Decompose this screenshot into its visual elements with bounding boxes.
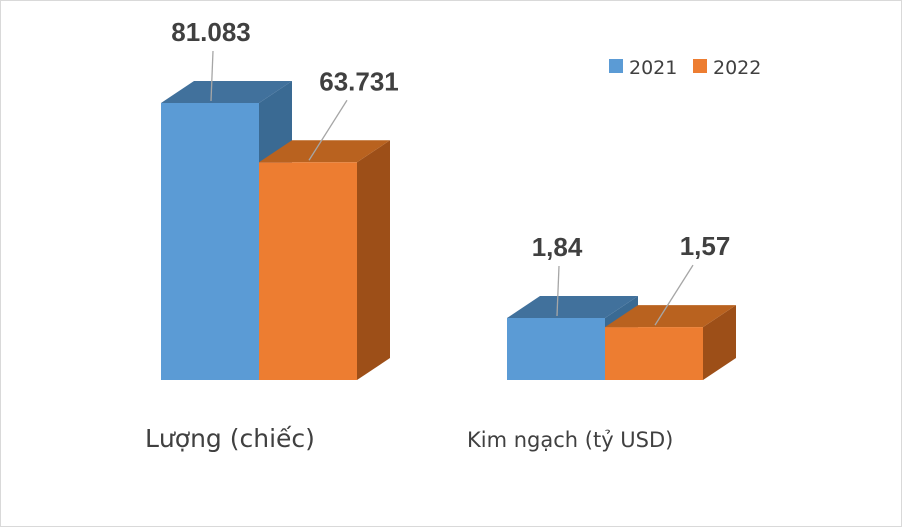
leader-line-2022-cat1 — [654, 264, 694, 326]
leader-lines-group — [210, 50, 694, 326]
bar-2022-cat0-side — [357, 140, 390, 380]
bar-2021-cat0 — [161, 103, 259, 380]
legend-label-2021: 2021 — [629, 57, 677, 79]
bar-2022-cat0-top — [259, 140, 390, 163]
bar-2022-cat1 — [605, 327, 703, 380]
value-label-2022-cat0: 63.731 — [319, 66, 399, 96]
category-label-luong: Lượng (chiếc) — [145, 424, 315, 453]
value-labels-group: 81.083 63.731 1,84 1,57 — [171, 17, 730, 262]
bar-2021-cat0-top — [161, 81, 292, 103]
value-label-2021-cat0: 81.083 — [171, 17, 251, 47]
leader-line-2021-cat0 — [210, 50, 214, 102]
legend-swatch-2022 — [693, 59, 707, 73]
bar-2022-cat1-top — [605, 305, 736, 328]
bar-2021-cat1 — [507, 318, 605, 380]
legend: 2021 2022 — [609, 57, 761, 79]
value-label-2022-cat1: 1,57 — [680, 231, 731, 261]
bar-2021-cat1-top — [507, 296, 638, 318]
leader-line-2022-cat0 — [308, 99, 348, 161]
legend-swatch-2021 — [609, 59, 623, 73]
legend-label-2022: 2022 — [713, 57, 761, 79]
value-label-2021-cat1: 1,84 — [532, 232, 583, 262]
category-label-kim-ngach: Kim ngạch (tỷ USD) — [467, 428, 673, 452]
bar-2022-cat0 — [259, 162, 357, 380]
bars-group — [161, 81, 736, 380]
bar-2022-cat1-side — [703, 305, 736, 380]
leader-line-2021-cat1 — [556, 265, 560, 317]
